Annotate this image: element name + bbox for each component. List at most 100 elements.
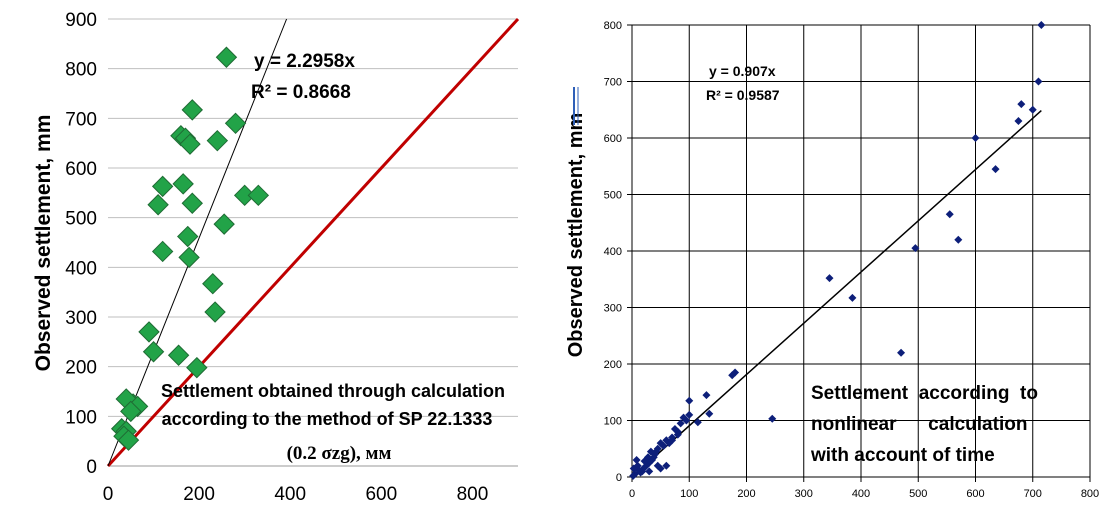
left-y-tick-label: 100 (65, 407, 97, 428)
left-y-axis-title: Observed settlement, mm (32, 115, 55, 372)
right-data-point (634, 466, 643, 475)
left-data-point (202, 273, 224, 295)
right-annotation-line-1: Settlement according to (811, 383, 1038, 404)
right-data-point (668, 436, 677, 445)
right-data-point (702, 391, 711, 400)
right-y-tick-label: 500 (604, 190, 622, 202)
left-chart-panel: 0 100 200 300 400 500 600 700 800 900 0 200 400 600 8… (0, 0, 540, 509)
right-data-point (693, 418, 702, 427)
right-data-point (640, 457, 649, 466)
right-data-point (659, 441, 668, 450)
left-y-tick-label: 300 (65, 308, 97, 329)
left-y-tick-label: 500 (65, 209, 97, 230)
left-data-point (206, 129, 229, 152)
left-x-tick-label: 600 (365, 484, 397, 505)
left-trendline (107, 18, 288, 467)
right-data-points (629, 21, 1046, 480)
left-data-point (151, 240, 174, 263)
right-annotation-line-2: nonlinear calculation (811, 414, 1027, 435)
left-annotation-line-2: according to the method of SP 22.1333 (162, 409, 493, 429)
right-data-point (1014, 117, 1023, 126)
right-data-point (676, 419, 685, 428)
right-y-tick-label: 800 (604, 20, 622, 32)
right-scatter-chart: 0 100 200 300 400 500 600 700 800 0 100 200 300 400 5… (565, 20, 1099, 500)
right-y-tick-label: 400 (604, 246, 622, 258)
right-data-point (705, 409, 714, 418)
right-data-point (648, 456, 657, 465)
left-data-point (138, 321, 160, 343)
left-y-tick-label: 600 (65, 159, 97, 180)
left-data-point (213, 213, 235, 235)
right-data-point (768, 414, 777, 423)
right-data-point (971, 134, 980, 142)
left-y-tick-label: 200 (65, 358, 97, 379)
left-trendline-equation: y = 2.2958x (254, 51, 355, 72)
right-data-point (728, 371, 737, 380)
right-data-point (991, 165, 1000, 174)
right-x-tick-label: 300 (795, 488, 813, 500)
right-data-point (1017, 100, 1026, 109)
right-data-point (945, 210, 954, 219)
right-x-tick-label: 800 (1081, 488, 1099, 500)
right-y-tick-label: 100 (604, 416, 622, 428)
left-data-point (120, 400, 142, 423)
left-annotation-line-3: (0.2 σzg), мм (287, 443, 392, 464)
right-annotation-line-3: with account of time (810, 445, 995, 466)
right-chart-panel: 0 100 200 300 400 500 600 700 800 0 100 200 300 400 5… (540, 0, 1105, 509)
left-data-point (151, 175, 174, 198)
left-data-point (172, 173, 194, 195)
right-data-point (645, 467, 654, 476)
left-data-point (215, 46, 238, 68)
left-x-tick-label: 800 (457, 484, 489, 505)
left-annotation-line-1: Settlement obtained through calculation (161, 381, 505, 401)
left-data-point (186, 356, 208, 379)
left-data-point (204, 301, 226, 323)
left-reference-line (106, 17, 520, 468)
right-data-point (670, 424, 679, 433)
right-data-point (685, 396, 694, 405)
right-y-axis-title: Observed settlement, mm (565, 113, 587, 358)
left-gridlines (108, 18, 518, 467)
right-x-tick-labels: 0 100 200 300 400 500 600 700 800 (629, 488, 1099, 500)
left-scatter-chart: 0 100 200 300 400 500 600 700 800 900 0 200 400 600 8… (32, 10, 520, 505)
left-fit-lines (106, 17, 520, 468)
left-x-tick-label: 0 (103, 484, 114, 505)
right-data-point (897, 348, 906, 357)
right-data-point (679, 413, 688, 422)
right-data-point (662, 461, 671, 470)
right-trendline-r2: R² = 0.9587 (706, 87, 780, 103)
right-x-tick-label: 100 (680, 488, 698, 500)
right-y-tick-label: 200 (604, 359, 622, 371)
left-data-point (177, 225, 199, 248)
left-data-point (179, 133, 201, 155)
left-x-tick-label: 200 (183, 484, 215, 505)
right-data-point (629, 471, 638, 480)
right-data-point (656, 439, 665, 448)
right-data-point (629, 464, 638, 473)
right-data-point (662, 436, 671, 445)
left-data-points (110, 46, 270, 451)
right-data-point (1037, 21, 1046, 29)
left-trendline-r2: R² = 0.8668 (251, 82, 351, 103)
right-fit-lines (631, 110, 1042, 478)
right-data-point (1034, 77, 1043, 86)
left-data-point (117, 429, 140, 451)
left-y-tick-label: 0 (86, 457, 97, 478)
right-data-point (633, 461, 642, 470)
left-x-tick-labels: 0 200 400 600 800 (103, 484, 489, 505)
right-y-tick-label: 700 (604, 77, 622, 89)
right-data-point (653, 461, 662, 470)
left-data-point (142, 341, 165, 363)
right-data-point (632, 456, 641, 465)
right-data-point (731, 368, 740, 377)
left-data-point (224, 112, 247, 135)
left-data-point (181, 99, 203, 121)
right-x-tick-label: 500 (909, 488, 927, 500)
left-y-tick-labels: 0 100 200 300 400 500 600 700 800 900 (65, 10, 97, 478)
right-y-tick-label: 0 (616, 472, 622, 484)
left-y-tick-label: 400 (65, 258, 97, 279)
right-y-tick-label: 300 (604, 303, 622, 315)
right-x-tick-label: 600 (966, 488, 984, 500)
right-data-point (1028, 105, 1037, 114)
right-x-tick-label: 0 (629, 488, 635, 500)
